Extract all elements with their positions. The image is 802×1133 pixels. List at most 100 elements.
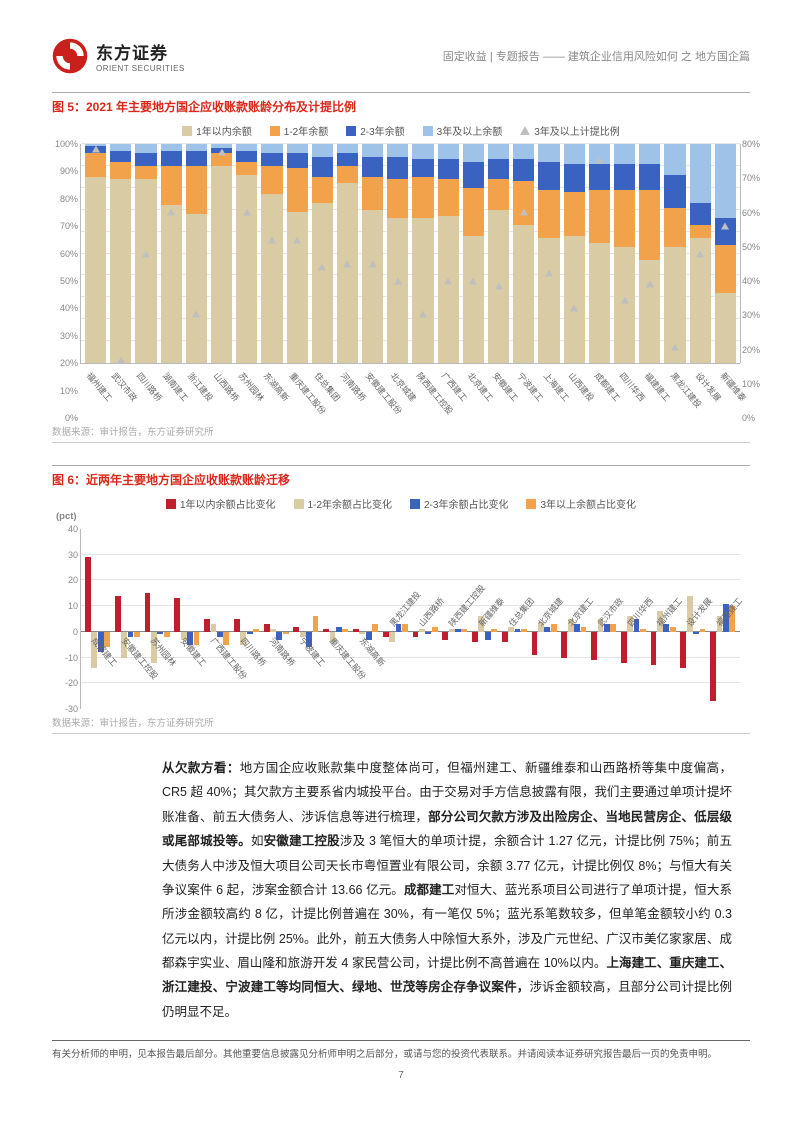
ratio-marker bbox=[495, 283, 503, 290]
body-text: 从欠款方看：地方国企应收账款集中度整体尚可，但福州建工、新疆维泰和山西路桥等集中… bbox=[162, 756, 732, 1024]
chart6-area: (pct) 403020100-10-20-30 成都建工安徽建工控股苏州园林安… bbox=[80, 529, 740, 709]
logo-block: 东方证券 ORIENT SECURITIES bbox=[52, 38, 185, 74]
ratio-marker bbox=[696, 250, 704, 257]
bar bbox=[538, 144, 559, 363]
chart6-source: 数据来源：审计报告，东方证券研究所 bbox=[52, 715, 750, 734]
logo-en: ORIENT SECURITIES bbox=[96, 64, 185, 73]
orient-logo-icon bbox=[52, 38, 88, 74]
ratio-marker bbox=[167, 209, 175, 216]
chart5-title: 图 5：2021 年主要地方国企应收账款账龄分布及计提比例 bbox=[52, 98, 750, 115]
bar bbox=[438, 144, 459, 363]
header-info: 固定收益 | 专题报告 —— 建筑企业信用风险如何 之 地方国企篇 bbox=[443, 48, 750, 64]
bar bbox=[488, 144, 509, 363]
chart6-yaxis: 403020100-10-20-30 bbox=[56, 524, 78, 714]
ratio-marker bbox=[646, 280, 654, 287]
bar bbox=[287, 144, 308, 363]
ratio-marker bbox=[142, 250, 150, 257]
bar-group: 新疆维泰 bbox=[471, 529, 499, 709]
chart5-yaxis-left: 100%90%80%70%60%50%40%30%20%10%0% bbox=[50, 139, 78, 423]
logo-text: 东方证券 ORIENT SECURITIES bbox=[96, 39, 185, 73]
bar bbox=[261, 144, 282, 363]
legend-item: 1-2年余额占比变化 bbox=[294, 496, 392, 511]
bar-group: 河南路桥 bbox=[263, 529, 291, 709]
bar-group: 陕西建工控股 bbox=[441, 529, 469, 709]
chart5-plot bbox=[80, 144, 740, 364]
footer-text: 有关分析师的申明，见本报告最后部分。其他重要信息披露见分析师申明之后部分，或请与… bbox=[52, 1046, 750, 1060]
bar-group: 苏州园林 bbox=[144, 529, 172, 709]
ratio-marker bbox=[293, 236, 301, 243]
bar bbox=[639, 144, 660, 363]
bar bbox=[564, 144, 585, 363]
bar-group: 设计发展 bbox=[679, 529, 707, 709]
bar bbox=[513, 144, 534, 363]
chart5-area: 100%90%80%70%60%50%40%30%20%10%0% 80%70%… bbox=[80, 144, 740, 418]
ratio-marker bbox=[192, 310, 200, 317]
chart5: 图 5：2021 年主要地方国企应收账款账龄分布及计提比例 1年以内余额 1-2年… bbox=[52, 92, 750, 443]
ratio-marker bbox=[570, 305, 578, 312]
bar bbox=[690, 144, 711, 363]
bar-group: 东湖高新 bbox=[352, 529, 380, 709]
bar bbox=[85, 144, 106, 363]
bar-group: 宁波建工 bbox=[292, 529, 320, 709]
ratio-marker bbox=[520, 209, 528, 216]
logo-cn: 东方证券 bbox=[96, 39, 185, 64]
chart5-legend: 1年以内余额1-2年余额2-3年余额3年及以上余额3年及以上计提比例 bbox=[52, 123, 750, 138]
ratio-marker bbox=[469, 277, 477, 284]
bar bbox=[211, 144, 232, 363]
bar-group: 广西建工股份 bbox=[203, 529, 231, 709]
bar-group: 福州建工 bbox=[650, 529, 678, 709]
bar bbox=[135, 144, 156, 363]
ratio-marker bbox=[343, 261, 351, 268]
legend-item: 1-2年余额 bbox=[270, 123, 328, 138]
bar bbox=[589, 144, 610, 363]
chart6-unit: (pct) bbox=[56, 511, 77, 522]
ratio-marker bbox=[721, 223, 729, 230]
bar bbox=[337, 144, 358, 363]
bar-group: 武汉市政 bbox=[590, 529, 618, 709]
bar-group: 四川华西 bbox=[620, 529, 648, 709]
bar-group: 福建建工 bbox=[709, 529, 737, 709]
header: 东方证券 ORIENT SECURITIES 固定收益 | 专题报告 —— 建筑… bbox=[52, 38, 750, 74]
ratio-marker bbox=[268, 236, 276, 243]
legend-item: 2-3年余额占比变化 bbox=[410, 496, 508, 511]
bar-group: 成都建工 bbox=[84, 529, 112, 709]
bar-group: 住总集团 bbox=[501, 529, 529, 709]
ratio-marker bbox=[243, 209, 251, 216]
page-number: 7 bbox=[52, 1070, 750, 1081]
ratio-marker bbox=[595, 157, 603, 164]
chart6-plot: 成都建工安徽建工控股苏州园林安徽建工广西建工股份四川路桥河南路桥宁波建工重庆建工… bbox=[80, 529, 740, 709]
ratio-marker bbox=[545, 269, 553, 276]
bar bbox=[715, 144, 736, 363]
ratio-marker bbox=[218, 149, 226, 156]
chart5-xlabels: 福州建工武汉市政四川路桥湖南建工浙江建投山西路桥苏州园林东湖高新重庆建工股份住总… bbox=[80, 364, 740, 418]
bar bbox=[614, 144, 635, 363]
bar-group: 北京建工 bbox=[560, 529, 588, 709]
bar bbox=[312, 144, 333, 363]
ratio-marker bbox=[117, 357, 125, 364]
bar bbox=[362, 144, 383, 363]
page: 东方证券 ORIENT SECURITIES 固定收益 | 专题报告 —— 建筑… bbox=[0, 0, 802, 1101]
ratio-marker bbox=[394, 277, 402, 284]
ratio-marker bbox=[92, 146, 100, 153]
bar bbox=[110, 144, 131, 363]
bar-group: 重庆建工股份 bbox=[322, 529, 350, 709]
bar bbox=[161, 144, 182, 363]
chart6-legend: 1年以内余额占比变化 1-2年余额占比变化 2-3年余额占比变化 3年以上余额占比变化 bbox=[52, 496, 750, 511]
chart5-source: 数据来源：审计报告，东方证券研究所 bbox=[52, 424, 750, 443]
bar-group: 黑龙江建投 bbox=[382, 529, 410, 709]
bar bbox=[387, 144, 408, 363]
chart5-yaxis-right: 80%70%60%50%40%30%20%10%0% bbox=[742, 139, 770, 423]
bar-group: 安徽建工 bbox=[173, 529, 201, 709]
bar-group: 山西路桥 bbox=[411, 529, 439, 709]
chart6: 图 6：近两年主要地方国企应收账款账龄迁移 1年以内余额占比变化1-2年余额占比… bbox=[52, 465, 750, 734]
bar bbox=[186, 144, 207, 363]
legend-item: 3年以上余额占比变化 bbox=[526, 496, 636, 511]
ratio-marker bbox=[369, 261, 377, 268]
bar bbox=[664, 144, 685, 363]
legend-item: 1年以内余额 bbox=[182, 123, 252, 138]
bar bbox=[236, 144, 257, 363]
footer-rule bbox=[52, 1040, 750, 1041]
bar bbox=[412, 144, 433, 363]
ratio-marker bbox=[621, 297, 629, 304]
legend-item: 1年以内余额占比变化 bbox=[166, 496, 276, 511]
